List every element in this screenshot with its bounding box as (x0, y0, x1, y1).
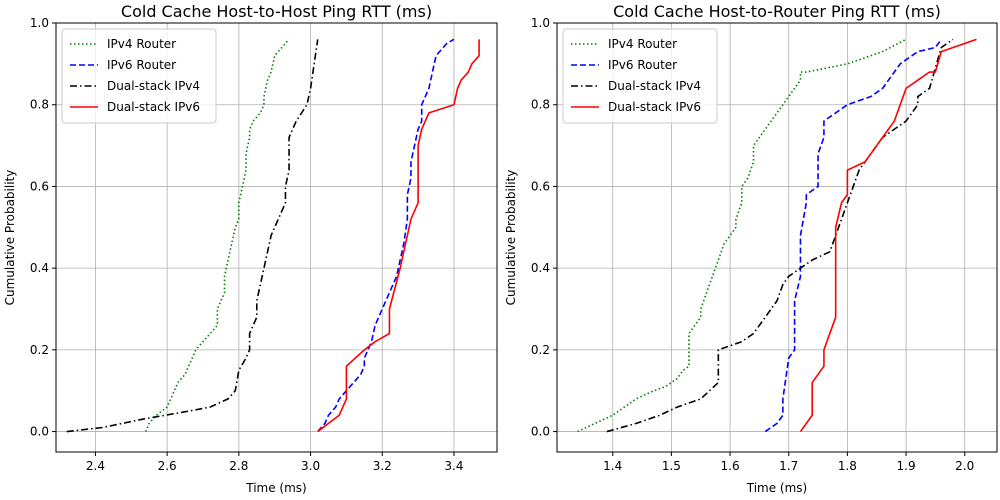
x-axis-label: Time (ms) (245, 481, 307, 495)
y-tick-label: 1.0 (30, 16, 49, 30)
chart-title: Cold Cache Host-to-Router Ping RTT (ms) (613, 2, 941, 21)
y-tick-label: 0.2 (30, 343, 49, 357)
x-tick-label: 1.4 (603, 459, 622, 473)
legend-label: IPv4 Router (107, 37, 176, 51)
plot-frame (556, 22, 998, 453)
x-tick-label: 2.8 (229, 459, 248, 473)
y-axis-label: Cumulative Probability (3, 170, 17, 306)
series-line-4 (799, 38, 977, 433)
chart-title: Cold Cache Host-to-Host Ping RTT (ms) (121, 2, 432, 21)
x-tick-label: 3.4 (444, 459, 463, 473)
y-tick-label: 0.6 (30, 179, 49, 193)
y-tick-label: 0.4 (30, 261, 49, 275)
legend-box (61, 28, 217, 124)
x-tick-label: 1.6 (721, 459, 740, 473)
legend-label: IPv6 Router (107, 58, 176, 72)
y-tick-label: 0.6 (531, 179, 550, 193)
x-tick-label: 2.0 (955, 459, 974, 473)
x-tick-label: 3.2 (373, 459, 392, 473)
legend-label: IPv6 Router (608, 58, 677, 72)
y-tick-label: 1.0 (531, 16, 550, 30)
x-axis-label: Time (ms) (746, 481, 808, 495)
legend-label: IPv4 Router (608, 37, 677, 51)
y-tick-label: 0.8 (30, 98, 49, 112)
x-tick-label: 1.5 (662, 459, 681, 473)
legend: IPv4 Router IPv6 Router Dual-stack IPv4 Dua… (61, 28, 217, 124)
series-line-2 (764, 38, 942, 433)
chart-panel-1: 2.4 2.6 2.8 3.0 3.2 3.4 0.0 0.2 0.4 0.6 0.8 1.0 Cold… (3, 2, 498, 495)
x-tick-label: 3.0 (301, 459, 320, 473)
x-tick-label: 1.7 (779, 459, 798, 473)
legend-label: Dual-stack IPv6 (608, 100, 701, 114)
x-tick-label: 2.4 (86, 459, 105, 473)
series-line-4 (317, 39, 480, 433)
series-line-3 (66, 39, 319, 433)
series-line-3 (606, 38, 954, 433)
series-line-1 (144, 38, 290, 432)
plot-frame (55, 22, 498, 453)
x-tick-label: 1.8 (838, 459, 857, 473)
chart-panel-2: 1.4 1.5 1.6 1.7 1.8 1.9 2.0 0.0 0.2 0.4 0.6 0.8 1.0 C… (504, 2, 998, 495)
legend: IPv4 Router IPv6 Router Dual-stack IPv4 Dua… (562, 28, 718, 124)
y-axis-label: Cumulative Probability (504, 170, 518, 306)
y-tick-label: 0.0 (531, 425, 550, 439)
x-tick-label: 1.9 (897, 459, 916, 473)
series-line-1 (577, 38, 907, 433)
legend-label: Dual-stack IPv6 (107, 100, 200, 114)
series-line-2 (317, 38, 455, 433)
x-tick-label: 2.6 (158, 459, 177, 473)
y-tick-label: 0.4 (531, 261, 550, 275)
legend-label: Dual-stack IPv4 (608, 79, 701, 93)
legend-label: Dual-stack IPv4 (107, 79, 200, 93)
y-tick-label: 0.8 (531, 98, 550, 112)
legend-box (562, 28, 718, 124)
y-tick-label: 0.0 (30, 425, 49, 439)
y-tick-label: 0.2 (531, 343, 550, 357)
